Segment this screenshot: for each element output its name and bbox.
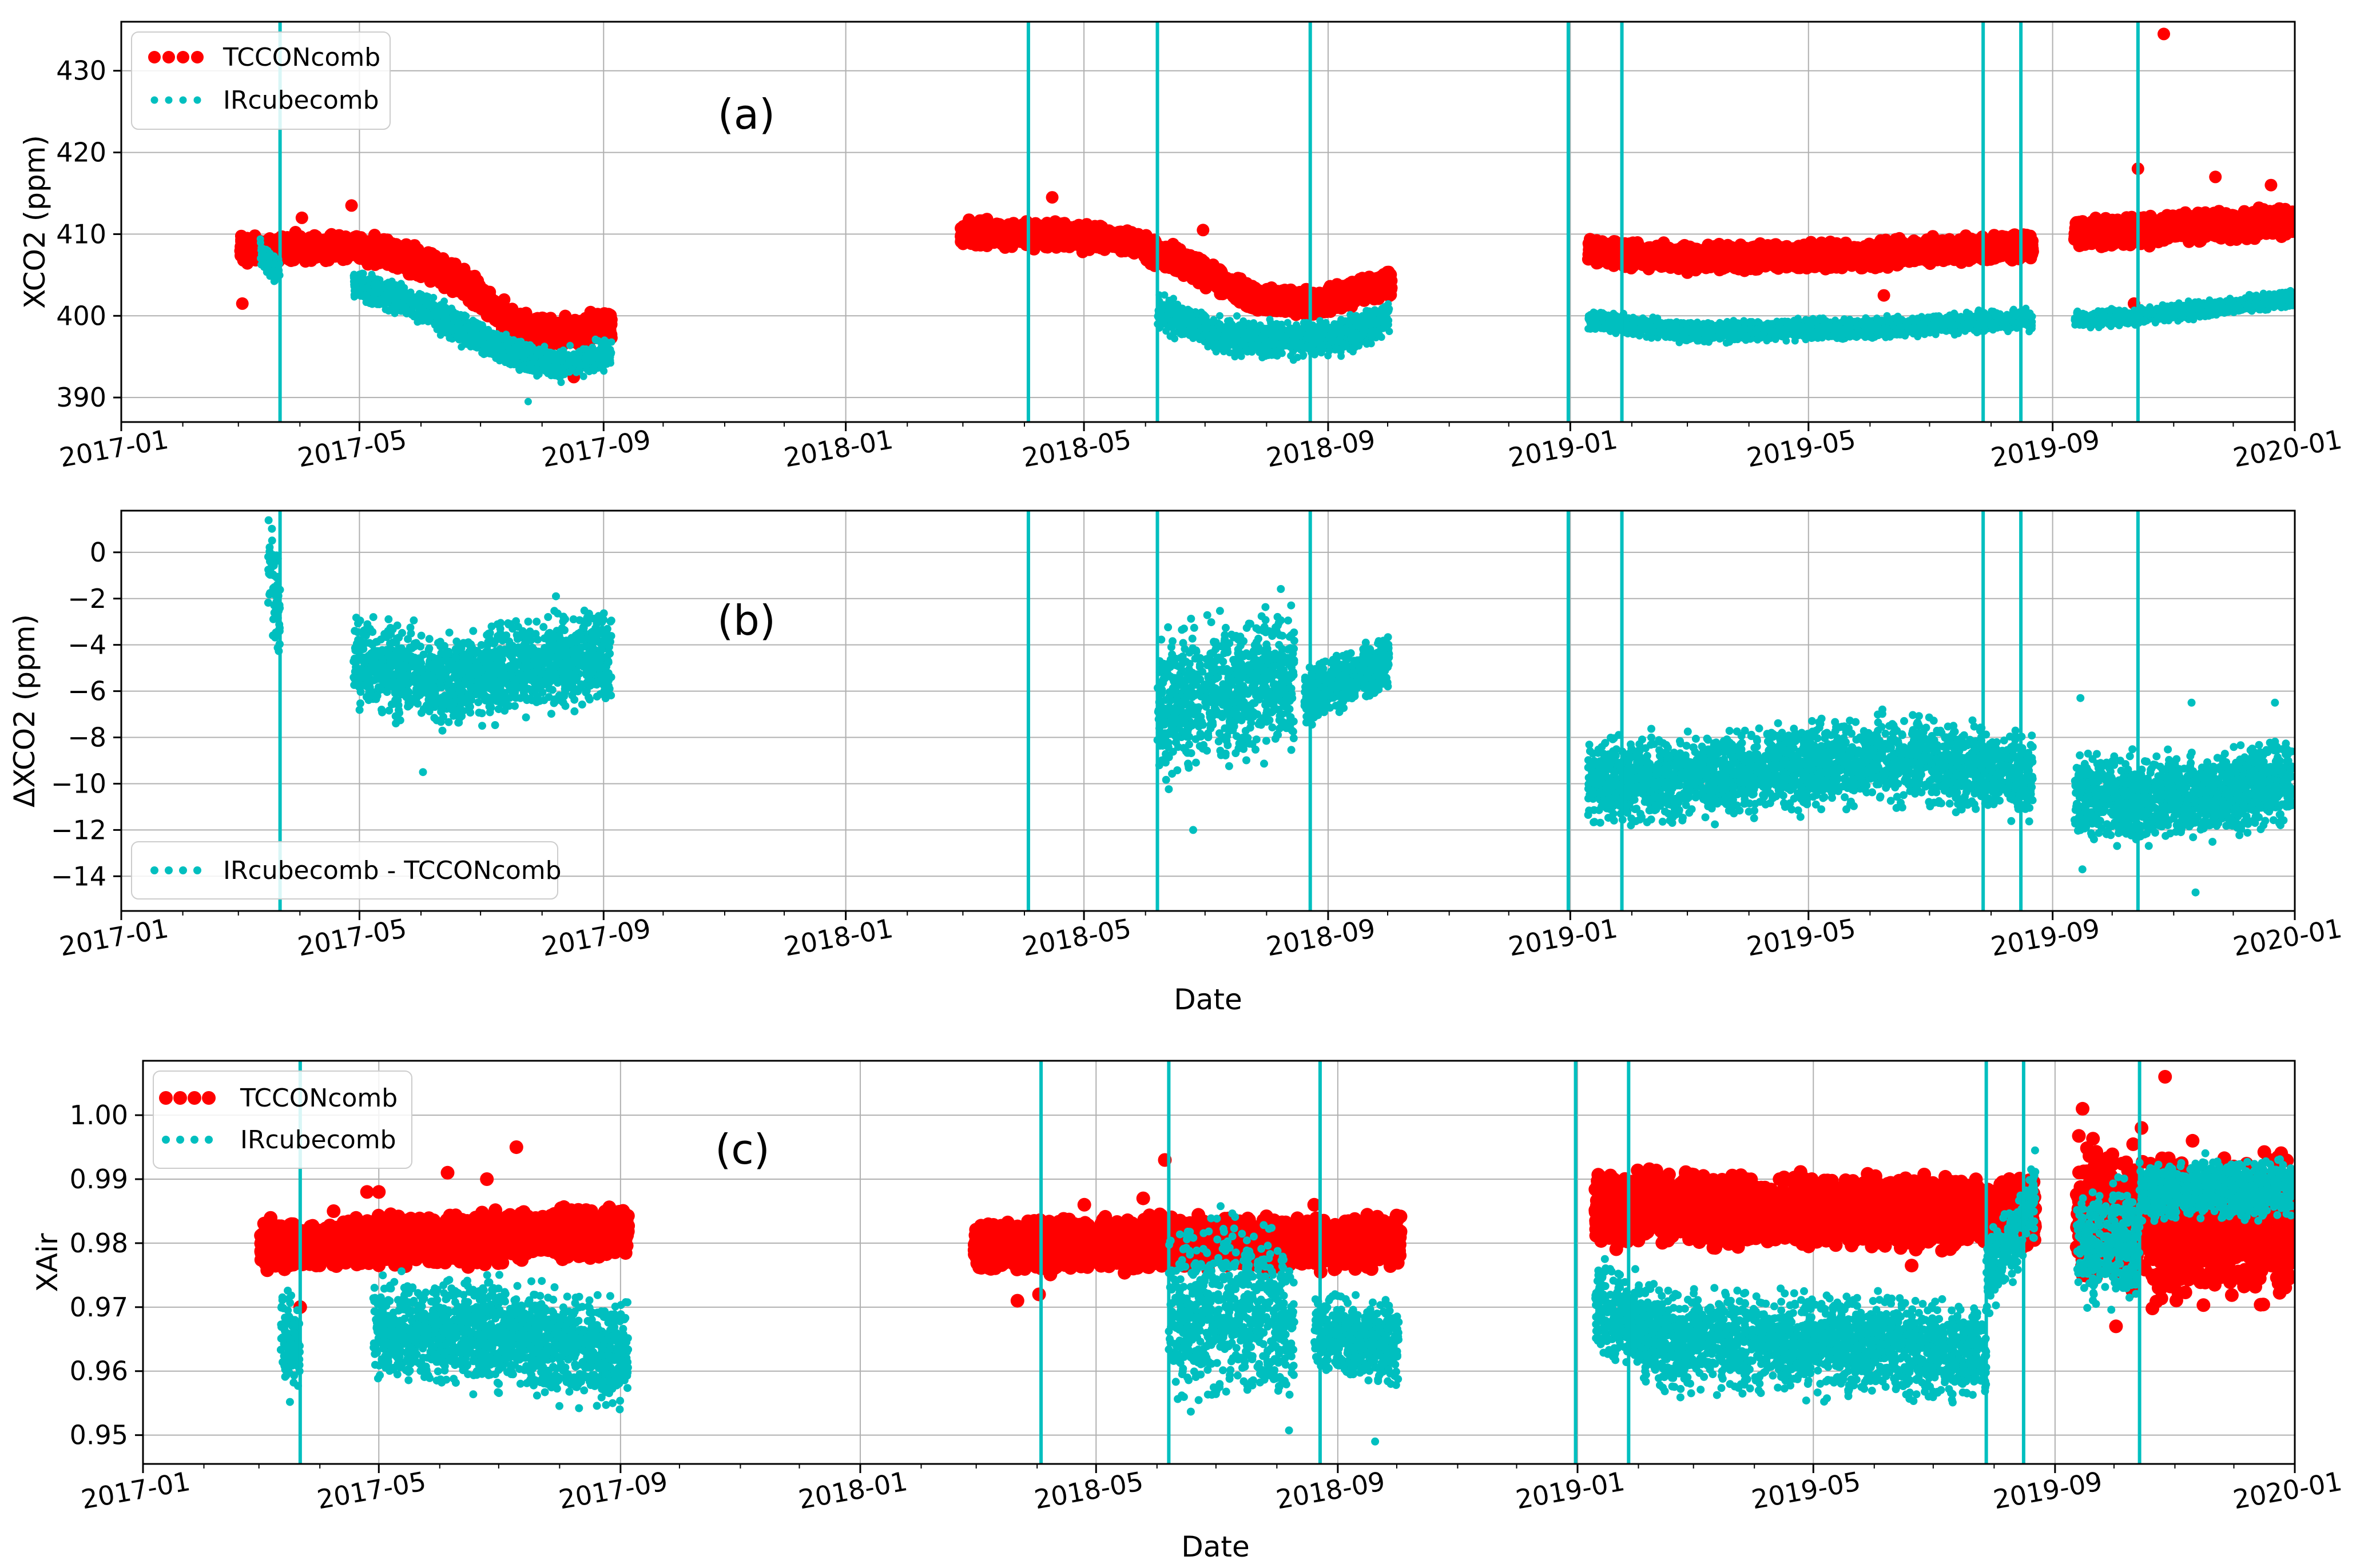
data-point [1059, 221, 1072, 234]
data-point [1328, 293, 1341, 305]
data-point [491, 297, 504, 311]
data-point [1149, 259, 1161, 272]
data-point [1173, 252, 1186, 265]
data-point [315, 244, 328, 257]
data-point [1235, 292, 1248, 305]
data-point [294, 245, 307, 258]
data-point [1260, 304, 1273, 317]
data-point [443, 277, 456, 290]
data-point [384, 245, 397, 258]
data-point [958, 229, 971, 242]
data-point [465, 283, 478, 296]
data-point [1144, 244, 1157, 257]
data-point [1096, 236, 1109, 249]
data-point [1119, 238, 1133, 252]
data-point [1248, 289, 1261, 302]
data-point [1361, 282, 1374, 295]
data-point [1284, 298, 1297, 311]
data-point [563, 322, 577, 335]
data-point [353, 233, 366, 246]
data-point [1132, 228, 1145, 241]
data-point [1075, 232, 1088, 245]
data-point [1213, 270, 1226, 284]
data-point [361, 242, 375, 256]
data-point [1341, 287, 1354, 300]
series-tcconcomb [234, 27, 2295, 384]
data-point [514, 315, 527, 328]
data-point [543, 329, 557, 343]
data-point [443, 264, 456, 277]
data-point [401, 246, 414, 260]
data-point [1040, 230, 1054, 244]
data-point [368, 258, 382, 271]
data-point [1345, 300, 1358, 313]
data-point [1380, 280, 1393, 293]
data-point [303, 233, 316, 246]
data-point [583, 311, 597, 324]
data-point [1004, 228, 1017, 241]
data-point [283, 245, 296, 258]
data-point [1234, 272, 1247, 285]
data-point [480, 289, 494, 303]
data-point [1317, 304, 1330, 317]
data-point [497, 308, 510, 321]
data-point [456, 270, 470, 283]
data-point [1198, 269, 1211, 282]
data-point [238, 240, 251, 253]
data-point [1315, 292, 1328, 305]
data-point [1276, 284, 1289, 297]
panel-a: 2017-01 2017-05 2017-09 2018-01 2018-05 2018-… [18, 21, 2345, 473]
data-point [431, 264, 444, 277]
panel-a-data [234, 22, 2295, 422]
data-point [978, 228, 991, 241]
data-point [581, 325, 594, 339]
data-point [263, 234, 276, 247]
data-point [338, 237, 351, 250]
data-point [1072, 218, 1086, 232]
data-point [401, 261, 414, 274]
data-point [1163, 261, 1176, 274]
